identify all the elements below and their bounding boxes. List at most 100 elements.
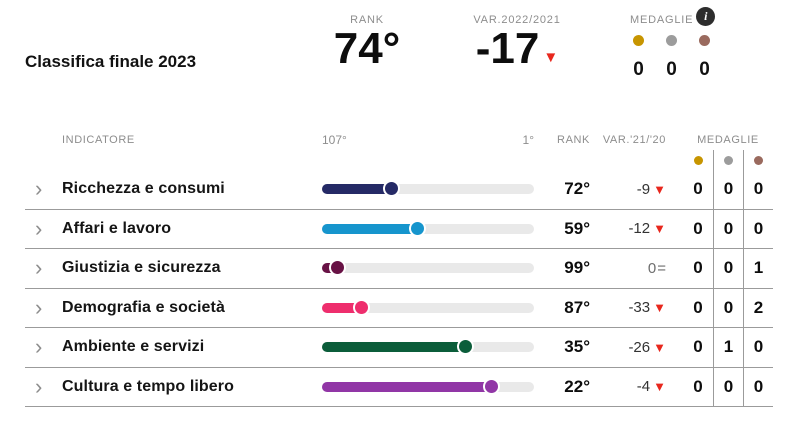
rank-knob xyxy=(409,219,426,237)
page-title: Classifica finale 2023 xyxy=(25,52,197,71)
medal-count-gold: 0 xyxy=(693,258,703,278)
chevron-right-icon[interactable]: › xyxy=(35,294,43,320)
indicator-label: Giustizia e sicurezza xyxy=(62,259,221,277)
medal-count-bronze: 2 xyxy=(743,288,773,327)
col-indicator-label: INDICATORE xyxy=(62,134,135,146)
bronze-medal-icon xyxy=(754,155,763,165)
rank-bar xyxy=(322,259,534,277)
medal-count-silver: 0 xyxy=(713,170,743,209)
indicator-row[interactable]: › Affari e lavoro 59° -12 ▼ 0 0 0 xyxy=(25,209,773,249)
scale-best-label: 1° xyxy=(522,133,534,147)
medal-count-bronze: 0 xyxy=(743,170,773,209)
rank-bar-fill xyxy=(322,223,418,234)
gold-medal-icon xyxy=(633,35,644,46)
medal-count-bronze: 0 xyxy=(743,328,773,367)
indicators-table: INDICATORE 107° 1° RANK VAR.'21/'20 MEDA… xyxy=(25,130,773,407)
medal-count-bronze: 1 xyxy=(743,249,773,288)
indicator-row[interactable]: › Giustizia e sicurezza 99° 0 = 0 0 1 xyxy=(25,249,773,289)
rank-bar-fill xyxy=(322,184,392,195)
variation-value: -26 ▼ xyxy=(628,338,666,356)
chevron-right-icon[interactable]: › xyxy=(35,255,43,281)
variation-value: -12 ▼ xyxy=(628,220,666,238)
medal-count-silver: 0 xyxy=(713,209,743,248)
indicator-label: Cultura e tempo libero xyxy=(62,377,234,395)
overall-medals: MEDAGLIE i 0 0 0 xyxy=(622,7,734,81)
rank-knob xyxy=(457,338,474,356)
medal-count-silver: 0 xyxy=(713,249,743,288)
medal-count-gold: 0 xyxy=(693,218,703,238)
rank-value: 72° xyxy=(564,179,590,199)
indicator-label: Demografia e società xyxy=(62,298,225,316)
rank-bar xyxy=(322,338,534,356)
variation-value: -4 ▼ xyxy=(636,378,666,396)
gold-medal-icon xyxy=(693,155,703,165)
medal-count-silver: 0 xyxy=(713,367,743,406)
indicator-row[interactable]: › Cultura e tempo libero 22° -4 ▼ 0 0 0 xyxy=(25,367,773,407)
medal-dots xyxy=(622,33,734,51)
rank-bar-fill xyxy=(322,381,492,392)
col-medals-label: MEDAGLIE xyxy=(697,134,759,146)
rank-value: 87° xyxy=(564,297,590,317)
rank-knob xyxy=(383,180,400,198)
variation-value: -33 ▼ xyxy=(628,299,666,317)
medal-count-gold: 0 xyxy=(693,297,703,317)
rank-bar-fill xyxy=(322,342,466,353)
rank-value: 59° xyxy=(564,218,590,238)
chevron-right-icon[interactable]: › xyxy=(35,373,43,399)
chevron-right-icon[interactable]: › xyxy=(35,176,43,202)
rank-bar xyxy=(322,298,534,317)
indicator-row[interactable]: › Ambiente e servizi 35° -26 ▼ 0 1 0 xyxy=(25,328,773,368)
indicator-label: Ambiente e servizi xyxy=(62,338,205,356)
gold-count: 0 xyxy=(633,59,644,80)
medals-label: MEDAGLIE xyxy=(630,14,694,26)
rank-knob xyxy=(353,298,370,316)
table-body: › Ricchezza e consumi 72° -9 ▼ 0 0 0 › Affari e l… xyxy=(25,170,773,407)
rank-bar-track xyxy=(322,184,534,195)
rank-knob xyxy=(329,259,346,277)
medal-count-gold: 0 xyxy=(693,179,703,199)
medal-count-bronze: 0 xyxy=(743,209,773,248)
variation-value: 0 = xyxy=(647,259,666,277)
variation-label: VAR.2022/2021 xyxy=(473,14,561,26)
rank-value: 35° xyxy=(564,337,590,357)
silver-medal-icon xyxy=(724,155,733,165)
overall-variation: VAR.2022/2021 -17 ▼ xyxy=(446,14,588,72)
col-variation-label: VAR.'21/'20 xyxy=(602,134,666,146)
triangle-down-icon: ▼ xyxy=(653,221,666,237)
medal-count-silver: 0 xyxy=(713,288,743,327)
indicator-label: Affari e lavoro xyxy=(62,219,172,237)
rank-value: 22° xyxy=(564,376,590,396)
overall-rank: RANK 74° xyxy=(303,14,431,72)
chevron-right-icon[interactable]: › xyxy=(35,334,43,360)
medal-count-gold: 0 xyxy=(693,376,703,396)
silver-medal-icon xyxy=(666,35,677,46)
variation-value: -9 ▼ xyxy=(636,180,666,198)
variation-value: -17 xyxy=(475,24,540,73)
table-header: INDICATORE 107° 1° RANK VAR.'21/'20 MEDA… xyxy=(25,130,773,150)
medal-count-silver: 1 xyxy=(713,328,743,367)
rank-bar xyxy=(322,377,534,396)
silver-count: 0 xyxy=(666,59,677,80)
chevron-right-icon[interactable]: › xyxy=(35,215,43,241)
equal-icon: = xyxy=(657,259,666,277)
indicator-row[interactable]: › Demografia e società 87° -33 ▼ 0 0 2 xyxy=(25,288,773,328)
rank-bar xyxy=(322,219,534,238)
medal-count-bronze: 0 xyxy=(743,367,773,406)
rank-bar-track xyxy=(322,223,534,234)
scale-worst-label: 107° xyxy=(322,133,347,147)
rank-bar-track xyxy=(322,302,534,313)
rank-value: 99° xyxy=(564,258,590,278)
info-icon[interactable]: i xyxy=(696,7,716,26)
medal-count-gold: 0 xyxy=(693,337,703,357)
rank-bar xyxy=(322,180,534,198)
medal-legend-row xyxy=(25,150,773,170)
bronze-medal-icon xyxy=(699,35,710,46)
col-rank-label: RANK xyxy=(557,134,590,146)
rank-bar-track xyxy=(322,263,534,274)
rank-bar-fill xyxy=(322,302,362,313)
indicator-label: Ricchezza e consumi xyxy=(62,180,225,198)
indicator-row[interactable]: › Ricchezza e consumi 72° -9 ▼ 0 0 0 xyxy=(25,170,773,210)
rank-label: RANK xyxy=(350,14,384,26)
triangle-down-icon: ▼ xyxy=(653,181,666,197)
